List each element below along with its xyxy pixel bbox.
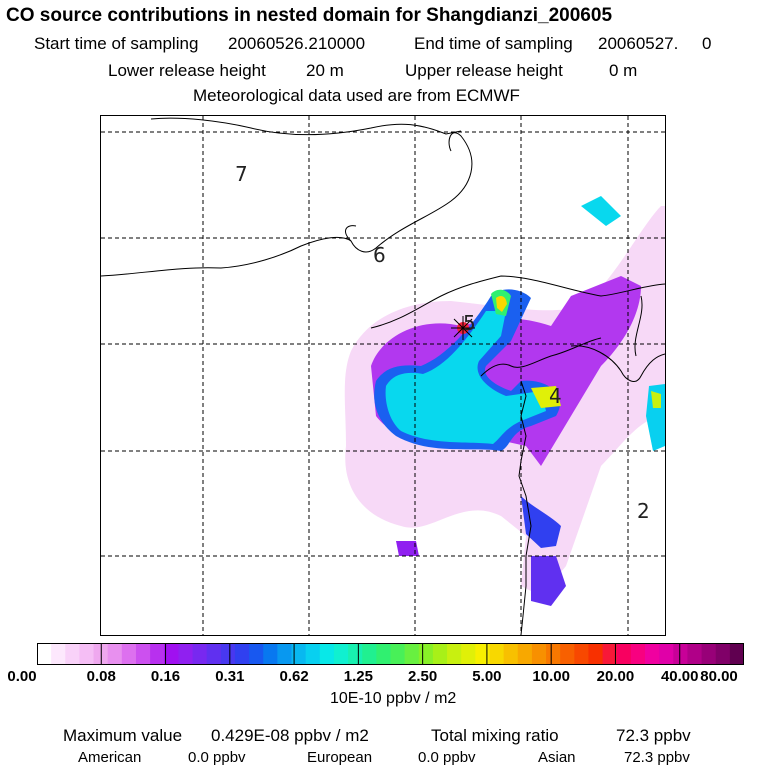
european-value: 0.0 ppbv: [418, 749, 476, 766]
european-label: European: [307, 749, 373, 766]
concentration-map: [101, 116, 665, 635]
plume-mid-fill: [374, 289, 561, 451]
colorbar-swatch: [376, 643, 391, 665]
colorbar-swatch: [234, 643, 250, 665]
colorbar-swatch: [418, 643, 434, 665]
asian-value: 72.3 ppbv: [624, 749, 690, 766]
colorbar-swatch: [432, 643, 448, 665]
region-number-2: 2: [637, 499, 650, 523]
colorbar-swatch: [333, 643, 349, 665]
colorbar-swatch: [178, 643, 194, 665]
colorbar-swatch: [531, 643, 547, 665]
start-time-value: 20060526.210000: [228, 34, 366, 53]
upper-release-label: Upper release height: [405, 61, 563, 80]
colorbar-swatch: [150, 643, 165, 665]
colorbar-swatch: [390, 643, 406, 665]
colorbar-swatch: [135, 643, 151, 665]
asian-label: Asian: [538, 749, 576, 766]
end-time-value: 20060527. 0: [598, 34, 712, 53]
map-panel: 7 6 5 4 2: [100, 115, 666, 636]
colorbar-tick-label: 10.00: [532, 668, 570, 685]
upper-release-value: 0 m: [609, 61, 638, 80]
colorbar-swatch: [687, 643, 703, 665]
colorbar-swatch: [546, 643, 561, 665]
region-number-4: 4: [549, 384, 562, 408]
region-number-5: 5: [463, 311, 476, 335]
colorbar-swatch: [305, 643, 321, 665]
colorbar-swatch: [277, 643, 293, 665]
colorbar-swatch: [630, 643, 646, 665]
colorbar: [37, 643, 744, 665]
colorbar-swatch: [65, 643, 80, 665]
colorbar-swatch: [701, 643, 717, 665]
colorbar-swatch: [362, 643, 377, 665]
american-value: 0.0 ppbv: [188, 749, 246, 766]
colorbar-swatch: [51, 643, 66, 665]
star-icon: [451, 316, 475, 340]
colorbar-tick-label: 1.25: [343, 668, 373, 685]
colorbar-swatch: [503, 643, 519, 665]
lat-lon-grid: [101, 116, 665, 635]
colorbar-swatch: [602, 643, 618, 665]
lower-release-value: 20 m: [306, 61, 344, 80]
colorbar-swatch: [616, 643, 632, 665]
colorbar-swatch: [107, 643, 123, 665]
colorbar-swatch: [588, 643, 604, 665]
colorbar-swatch: [291, 643, 307, 665]
colorbar-units: 10E-10 ppbv / m2: [330, 690, 457, 707]
region-number-6: 6: [373, 243, 386, 267]
colorbar-swatch: [489, 643, 505, 665]
colorbar-tick-label: 20.00: [596, 668, 635, 685]
total-mixing-value: 72.3 ppbv: [616, 726, 691, 745]
colorbar-swatch: [319, 643, 335, 665]
colorbar-swatch: [37, 643, 52, 665]
max-value-label: Maximum value: [63, 726, 183, 745]
region-number-7: 7: [235, 162, 248, 186]
colorbar-swatch: [715, 643, 731, 665]
coastline-lines: [101, 117, 665, 635]
colorbar-swatch: [121, 643, 137, 665]
colorbar-swatch: [461, 643, 476, 665]
american-label: American: [78, 749, 142, 766]
end-time-label: End time of sampling: [414, 34, 573, 53]
colorbar-swatch: [447, 643, 462, 665]
colorbar-swatch: [206, 643, 222, 665]
plume-south-fill: [396, 196, 665, 606]
colorbar-tick-label: 0.31: [215, 668, 245, 685]
colorbar-tick-label: 80.00: [700, 668, 738, 685]
colorbar-swatch: [560, 643, 575, 665]
colorbar-swatch: [475, 643, 490, 665]
colorbar-swatch: [517, 643, 533, 665]
colorbar-swatch: [192, 643, 208, 665]
colorbar-swatch: [574, 643, 589, 665]
colorbar-swatch: [79, 643, 95, 665]
colorbar-swatch: [220, 643, 236, 665]
colorbar-border: [37, 643, 744, 665]
colorbar-tick-label: 0.00: [7, 668, 37, 685]
colorbar-swatch: [659, 643, 674, 665]
total-mixing-label: Total mixing ratio: [431, 726, 559, 745]
start-time-label: Start time of sampling: [34, 34, 199, 53]
colorbar-tick-label: 0.62: [279, 668, 309, 685]
colorbar-tick-label: 40.00: [660, 668, 699, 685]
colorbar-swatch: [729, 643, 744, 665]
colorbar-swatch: [645, 643, 660, 665]
colorbar-swatch: [263, 643, 278, 665]
colorbar-tick-label: 5.00: [472, 668, 502, 685]
colorbar-tick-label: 2.50: [408, 668, 438, 685]
lower-release-label: Lower release height: [108, 61, 266, 80]
colorbar-swatch: [249, 643, 264, 665]
colorbar-swatch: [348, 643, 363, 665]
max-value: 0.429E-08 ppbv / m2: [211, 726, 369, 745]
colorbar-swatch: [673, 643, 688, 665]
colorbar-swatch: [164, 643, 179, 665]
colorbar-swatch: [404, 643, 420, 665]
colorbar-tick-label: 0.08: [86, 668, 116, 685]
colorbar-tick-label: 0.16: [150, 668, 181, 685]
met-data-note: Meteorological data used are from ECMWF: [193, 86, 520, 105]
plot-title: CO source contributions in nested domain…: [6, 5, 613, 26]
